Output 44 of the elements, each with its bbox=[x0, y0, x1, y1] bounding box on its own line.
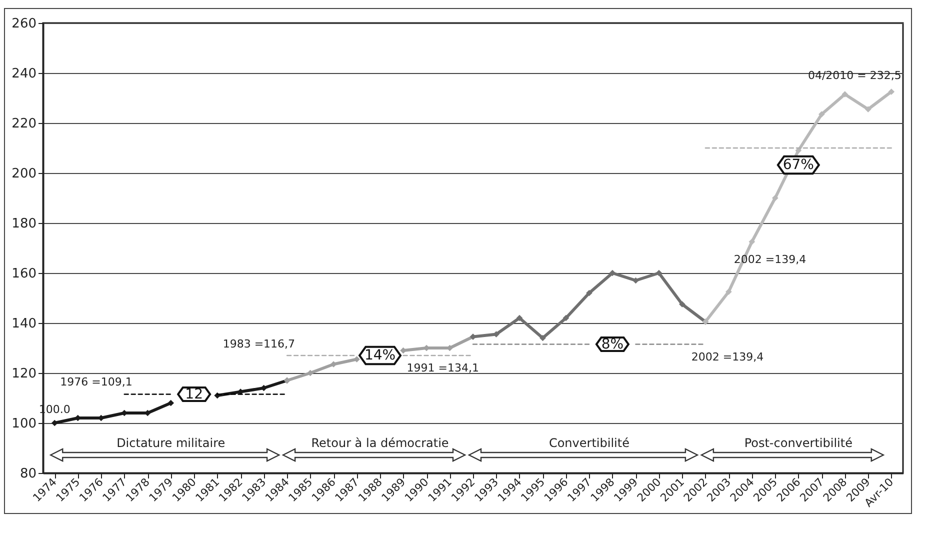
annotation: Dictature militaire bbox=[116, 436, 226, 450]
annotation: 8% bbox=[601, 336, 624, 352]
point bbox=[260, 384, 267, 392]
y-tick-label: 160 bbox=[12, 266, 36, 282]
point bbox=[864, 106, 872, 112]
y-tick-label: 140 bbox=[12, 316, 36, 332]
point bbox=[168, 400, 174, 406]
annotation: 12 bbox=[185, 386, 203, 402]
annotation: 2002 =139,4 bbox=[734, 252, 806, 266]
point bbox=[679, 301, 686, 308]
annotation: 14% bbox=[364, 348, 396, 364]
y-tick-label: 80 bbox=[20, 466, 36, 482]
annotation: 67% bbox=[782, 157, 814, 173]
annotation: Convertibilité bbox=[548, 436, 630, 450]
annotation: 1983 =116,7 bbox=[222, 338, 296, 350]
point bbox=[888, 88, 895, 95]
annotation: Retour à la démocratie bbox=[311, 436, 449, 450]
point bbox=[516, 314, 523, 322]
point bbox=[772, 194, 778, 202]
point bbox=[632, 277, 639, 284]
y-tick-label: 180 bbox=[12, 216, 36, 232]
point bbox=[818, 111, 825, 118]
y-tick-label: 260 bbox=[12, 16, 36, 32]
point bbox=[586, 290, 592, 296]
annotation: 1976 =109,1 bbox=[60, 375, 132, 388]
point bbox=[656, 270, 662, 276]
point bbox=[307, 370, 314, 376]
point bbox=[540, 334, 546, 342]
annotation: 1991 =134,1 bbox=[406, 362, 479, 374]
y-tick-label: 220 bbox=[12, 116, 36, 132]
y-tick-label: 100 bbox=[12, 416, 36, 432]
annotation: 2002 =139,4 bbox=[691, 350, 764, 364]
annotation: Post-convertibilité bbox=[744, 436, 852, 450]
point bbox=[400, 347, 406, 354]
y-tick-label: 240 bbox=[12, 66, 36, 82]
point bbox=[726, 288, 732, 295]
point bbox=[748, 238, 756, 245]
point bbox=[842, 91, 848, 98]
point bbox=[330, 361, 337, 368]
point bbox=[51, 420, 58, 426]
y-tick-label: 120 bbox=[12, 366, 36, 382]
y-tick-label: 200 bbox=[12, 166, 36, 182]
point bbox=[562, 314, 570, 322]
point bbox=[609, 270, 616, 276]
